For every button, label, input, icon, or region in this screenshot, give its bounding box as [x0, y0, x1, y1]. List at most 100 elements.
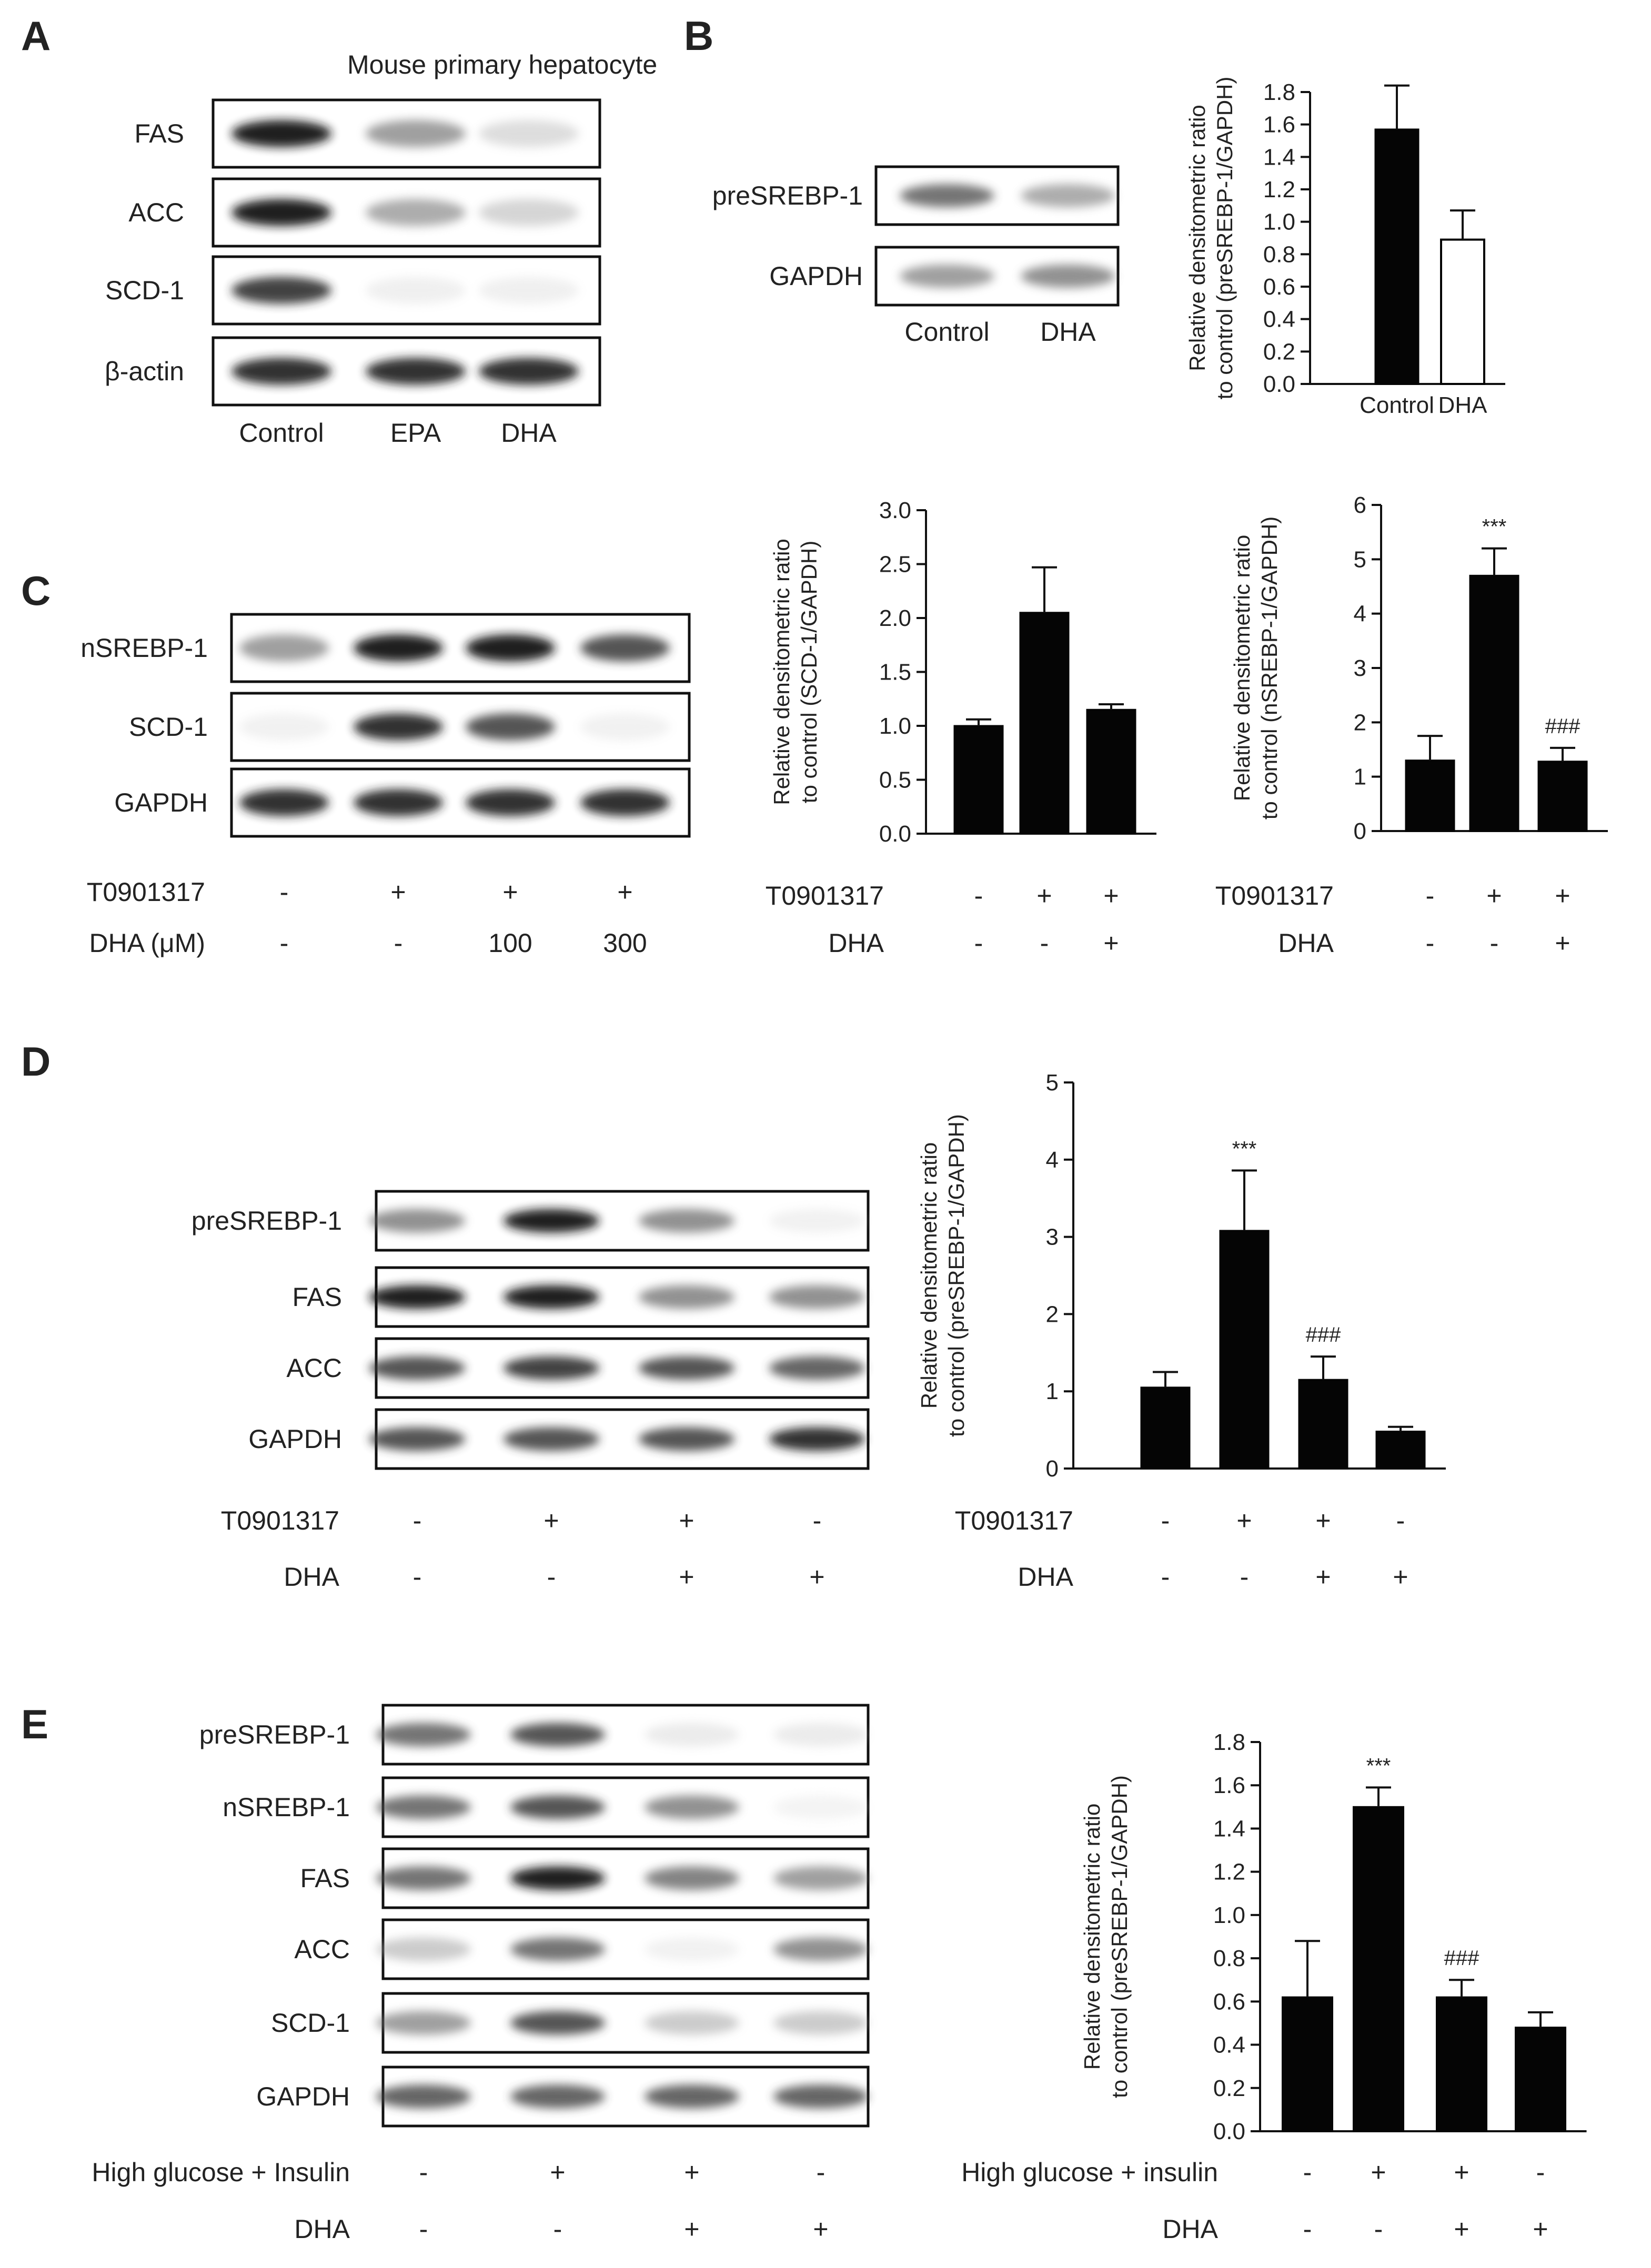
blot-band: [773, 2084, 868, 2109]
y-axis-title: Relative densitometric ratio to control (…: [1080, 1775, 1132, 2098]
y-tick-label: 3: [1354, 655, 1366, 681]
blot-band: [239, 789, 329, 816]
blot-band: [369, 1209, 466, 1233]
blot-row-acc: ACC: [294, 1918, 870, 1980]
blot-band: [479, 199, 579, 226]
y-axis-title-line: Relative densitometric ratio: [917, 1142, 941, 1409]
treatment-sign: +: [679, 1506, 694, 1535]
y-tick-label: 1.0: [879, 713, 911, 739]
blot-band: [638, 1285, 735, 1309]
blot-band: [466, 713, 555, 741]
blot-band: [773, 2011, 868, 2035]
blot-row-scd-1: SCD-1: [129, 692, 691, 762]
blot-band: [466, 634, 555, 662]
blot-band: [580, 634, 670, 662]
y-axis-title: Relative densitometric ratio to control (…: [769, 539, 821, 805]
blot-band: [769, 1209, 865, 1233]
blot-band: [231, 277, 331, 304]
bar: [1219, 1230, 1270, 1470]
category-label: DHA: [1438, 392, 1488, 418]
blot-band: [366, 199, 466, 226]
y-tick-label: 3: [1046, 1224, 1059, 1250]
blot-row-label: SCD-1: [105, 276, 184, 305]
treatment-sign: -: [419, 2158, 428, 2187]
significance-mark: ***: [1482, 515, 1507, 539]
y-axis-title-line: to control (SCD-1/GAPDH): [797, 541, 821, 803]
lane-label-dha: DHA: [501, 418, 557, 448]
blot-band: [231, 199, 331, 226]
y-tick-label: 0.0: [879, 821, 911, 847]
blot-row-label: GAPDH: [248, 1424, 342, 1454]
blot-band: [769, 1427, 865, 1451]
treatment-sign: -: [1426, 881, 1435, 910]
y-axis-title: Relative densitometric ratio to control (…: [917, 1114, 969, 1437]
panel-letter-b: B: [684, 13, 713, 59]
blot-band: [510, 1937, 605, 1961]
blot-row-label: ACC: [128, 198, 184, 227]
y-tick-label: 0.0: [1213, 2119, 1245, 2144]
y-tick-label: 5: [1046, 1070, 1059, 1096]
y-tick-label: 1.6: [1213, 1773, 1245, 1798]
blot-band: [503, 1209, 600, 1233]
y-tick-label: 1.4: [1263, 144, 1295, 170]
y-tick-label: 0.4: [1263, 307, 1295, 332]
treatment-sign: -: [1161, 1562, 1170, 1592]
blot-row-gapdh: GAPDH: [114, 767, 691, 838]
treatment-sign: +: [1103, 881, 1119, 910]
treatment-label: DHA: [294, 2214, 350, 2244]
blot-row-label: FAS: [293, 1282, 342, 1312]
y-axis-title-line: Relative densitometric ratio: [1080, 1804, 1104, 2070]
bar-chart-c1: 0.0 0.5 1.0 1.5 2.0 2.5 3.0 Relative densitomet…: [766, 498, 1156, 958]
y-tick-label: 2: [1354, 710, 1366, 735]
bar: [1140, 1386, 1191, 1470]
y-tick-label: 0.6: [1263, 274, 1295, 300]
treatment-label: DHA: [284, 1562, 339, 1592]
treatment-sign: +: [679, 1562, 694, 1592]
blot-band: [239, 713, 329, 741]
y-tick-label: 0.5: [879, 767, 911, 793]
treatment-sign: +: [809, 1562, 824, 1592]
blot-row-label: preSREBP-1: [712, 181, 863, 210]
blot-row-nsrebp-1: nSREBP-1: [80, 613, 691, 683]
y-tick-label: 0: [1046, 1456, 1059, 1482]
y-axis-title-line: to control (preSREBP-1/GAPDH): [1107, 1775, 1132, 2098]
blot-band: [580, 789, 670, 816]
blot-band: [773, 1866, 868, 1890]
blot-row-label: SCD-1: [129, 712, 208, 742]
blot-band: [1021, 184, 1115, 207]
blot-row-gapdh: GAPDH: [769, 246, 1120, 307]
blot-row-label: GAPDH: [769, 261, 863, 291]
blot-band: [239, 634, 329, 662]
blot-band: [466, 789, 555, 816]
blot-row-label: nSREBP-1: [223, 1793, 350, 1822]
y-tick-label: 1.8: [1263, 79, 1295, 105]
bar-chart-layer: 0.0 0.2 0.4 0.6 0.8 1.0 1.2 1.4 1.6 1.8 Relative d…: [766, 77, 1608, 2244]
treatment-label: High glucose + Insulin: [92, 2158, 350, 2187]
y-tick-label: 1: [1354, 764, 1366, 790]
significance-mark: ###: [1444, 1947, 1479, 1970]
blot-band: [369, 1285, 466, 1309]
blot-row-label: preSREBP-1: [199, 1720, 350, 1749]
blot-band: [900, 265, 994, 288]
y-tick-label: 1.0: [1263, 209, 1295, 235]
blot-row-label: GAPDH: [114, 788, 208, 817]
y-tick-label: 1.0: [1213, 1902, 1245, 1928]
treatment-sign: +: [390, 877, 406, 907]
bar-chart-e: 0.0 0.2 0.4 0.6 0.8 1.0 1.2 1.4 1.6 1.8 Relative d…: [961, 1729, 1587, 2244]
blot-band: [479, 358, 579, 385]
treatment-sign: +: [1371, 2158, 1386, 2187]
bar: [1537, 761, 1588, 832]
blot-band: [369, 1427, 466, 1451]
treatment-sign: +: [1454, 2214, 1469, 2244]
blot-row-gapdh: GAPDH: [256, 2066, 870, 2128]
treatment-sign: -: [394, 928, 403, 958]
blot-band: [479, 277, 579, 304]
blot-row-acc: ACC: [286, 1337, 870, 1399]
y-tick-label: 1.6: [1263, 112, 1295, 138]
treatment-label: T0901317: [1215, 881, 1334, 910]
bar: [1282, 1996, 1333, 2132]
y-tick-label: 6: [1354, 492, 1366, 518]
